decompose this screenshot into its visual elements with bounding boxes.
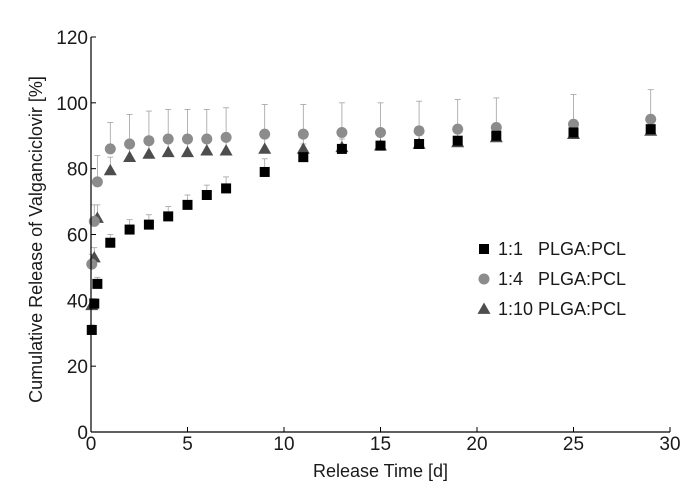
y-tick-label: 120	[56, 28, 88, 49]
circle-point	[162, 133, 174, 145]
triangle-point	[200, 144, 214, 156]
y-tick-label: 20	[67, 357, 88, 378]
triangle-point	[258, 142, 272, 154]
x-tick-label: 15	[370, 434, 391, 455]
circle-point	[336, 126, 348, 138]
circle-point	[86, 258, 98, 270]
y-tick-label: 100	[56, 94, 88, 115]
legend-square-marker	[479, 244, 489, 254]
legend: 1:1 PLGA:PCL 1:4 PLGA:PCL 1:10 PLGA:PCL	[477, 239, 626, 319]
x-tick-label: 20	[466, 434, 487, 455]
y-tick-label: 40	[67, 291, 88, 312]
square-point	[163, 211, 174, 222]
square-point	[201, 190, 212, 200]
x-axis-title: Release Time [d]	[313, 461, 448, 481]
square-point	[298, 152, 309, 163]
circle-point	[104, 143, 116, 155]
legend-label: 1:4 PLGA:PCL	[498, 269, 626, 289]
triangle-point	[142, 147, 156, 159]
circle-point	[143, 135, 155, 147]
x-tick-label: 25	[563, 434, 584, 455]
square-point	[182, 199, 193, 210]
square-point	[221, 183, 232, 194]
axes-layer: 0 5 10 15 20 25 30 0 20 40 60 80 100 120	[56, 28, 680, 455]
x-tick-label: 5	[182, 434, 193, 455]
circle-point	[568, 118, 579, 130]
y-tick-label: 60	[67, 226, 88, 247]
triangle-point	[181, 145, 194, 158]
square-point	[645, 124, 656, 135]
triangle-point	[103, 163, 117, 176]
legend-circle-marker	[478, 273, 490, 285]
legend-triangle-marker	[477, 302, 491, 314]
square-point	[491, 130, 502, 141]
circle-point	[297, 128, 309, 140]
circle-point	[490, 122, 502, 134]
legend-label: 1:10 PLGA:PCL	[498, 299, 626, 319]
square-point	[259, 166, 270, 177]
x-tick-label: 0	[86, 434, 97, 455]
x-tick-label: 30	[659, 434, 680, 455]
square-point	[89, 298, 100, 309]
circle-point	[259, 128, 271, 140]
circle-point	[91, 176, 103, 188]
y-tick-label: 80	[67, 160, 88, 181]
triangle-point	[219, 144, 233, 156]
triangle-point	[296, 142, 310, 154]
circle-point	[645, 113, 657, 125]
circle-point	[220, 131, 232, 143]
square-point	[452, 135, 463, 146]
x-tick-label: 10	[273, 434, 294, 455]
circle-point	[413, 125, 425, 137]
square-point	[105, 237, 116, 248]
square-point	[92, 278, 103, 289]
circle-point	[182, 133, 193, 145]
square-point	[414, 138, 425, 149]
square-point	[86, 324, 97, 335]
circle-point	[201, 133, 213, 145]
circle-point	[452, 123, 464, 135]
square-point	[143, 219, 154, 230]
circle-point	[375, 126, 386, 138]
y-tick-label: 0	[77, 423, 88, 444]
square-point	[568, 127, 579, 138]
square-point	[336, 143, 347, 154]
triangle-point	[123, 150, 137, 163]
data-points-layer	[85, 113, 658, 335]
circle-point	[124, 138, 136, 150]
legend-label: 1:1 PLGA:PCL	[498, 239, 626, 259]
triangle-point	[161, 145, 175, 158]
square-point	[375, 140, 386, 151]
square-point	[124, 224, 135, 235]
y-axis-title: Cumulative Release of Valganciclovir [%]	[26, 76, 46, 403]
